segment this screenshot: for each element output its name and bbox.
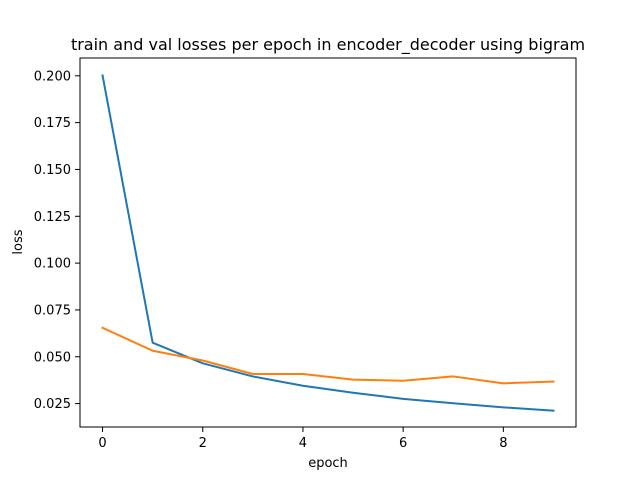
x-axis-label: epoch — [308, 456, 348, 471]
y-tick-label: 0.175 — [34, 116, 71, 131]
y-tick-label: 0.100 — [34, 257, 71, 272]
series-line-2 — [101, 326, 555, 385]
y-tick-label: 0.050 — [34, 350, 71, 365]
y-tick-label: 0.150 — [34, 163, 71, 178]
y-tick-label: 0.025 — [34, 397, 71, 412]
x-tick-label: 4 — [299, 436, 307, 451]
x-tick-label: 8 — [499, 436, 507, 451]
ticks-layer: 0 2 4 6 8 0.025 0.050 0.075 0.100 0.125 0.150 0.175… — [34, 69, 508, 451]
y-tick-label: 0.200 — [34, 69, 71, 84]
x-tick-label: 2 — [199, 436, 207, 451]
y-tick-label: 0.125 — [34, 210, 71, 225]
x-tick-label: 0 — [98, 436, 106, 451]
series-line-1 — [101, 74, 555, 412]
chart-title: train and val losses per epoch in encode… — [71, 35, 585, 55]
series-layer — [101, 74, 555, 412]
y-tick-label: 0.075 — [34, 303, 71, 318]
y-axis-label: loss — [11, 229, 26, 254]
x-tick-label: 6 — [399, 436, 407, 451]
plot-frame — [79, 57, 577, 428]
